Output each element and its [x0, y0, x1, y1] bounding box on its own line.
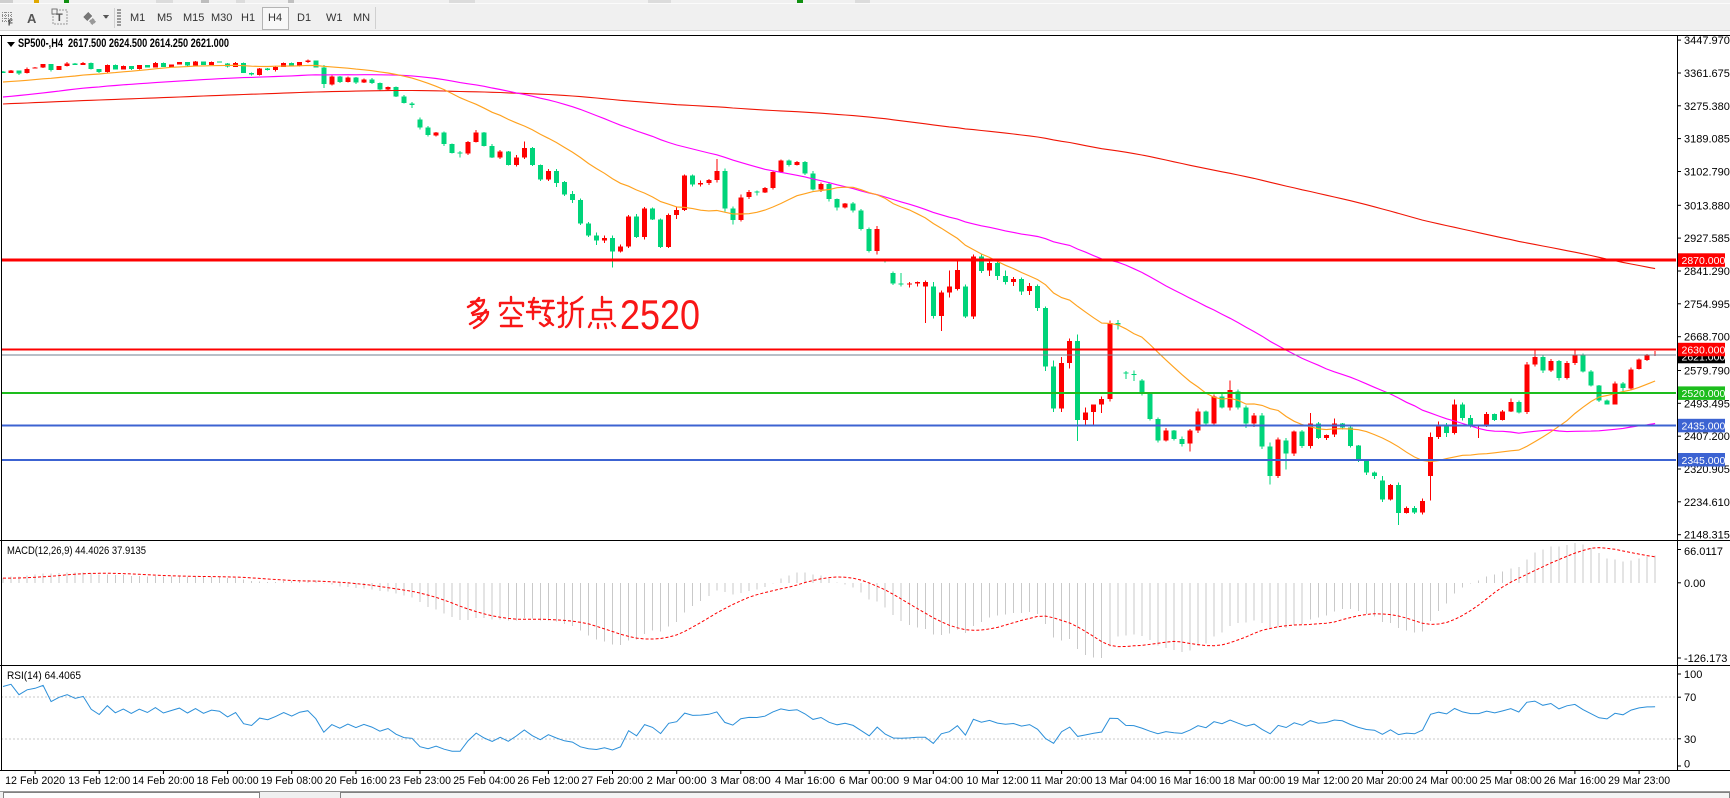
svg-text:0: 0: [1684, 759, 1690, 771]
svg-text:19 Feb 08:00: 19 Feb 08:00: [261, 775, 323, 787]
svg-text:29 Mar 23:00: 29 Mar 23:00: [1608, 775, 1670, 787]
svg-text:2234.610: 2234.610: [1684, 497, 1730, 509]
svg-text:13 Mar 04:00: 13 Mar 04:00: [1095, 775, 1157, 787]
svg-text:2579.790: 2579.790: [1684, 366, 1730, 378]
svg-text:2668.700: 2668.700: [1684, 332, 1730, 344]
svg-text:11 Mar 20:00: 11 Mar 20:00: [1031, 775, 1093, 787]
svg-text:T: T: [56, 12, 63, 24]
svg-text:24 Mar 00:00: 24 Mar 00:00: [1416, 775, 1478, 787]
svg-text:23 Feb 23:00: 23 Feb 23:00: [389, 775, 451, 787]
svg-text:10 Mar 12:00: 10 Mar 12:00: [967, 775, 1029, 787]
svg-text:66.0117: 66.0117: [1684, 546, 1723, 558]
svg-text:3102.790: 3102.790: [1684, 167, 1730, 179]
svg-text:2435.000: 2435.000: [1682, 421, 1726, 433]
svg-text:26 Feb 12:00: 26 Feb 12:00: [517, 775, 579, 787]
svg-text:70: 70: [1684, 692, 1696, 704]
svg-text:M5: M5: [157, 12, 172, 24]
svg-text:M30: M30: [211, 12, 232, 24]
svg-text:3013.880: 3013.880: [1684, 200, 1730, 212]
svg-text:4 Mar 16:00: 4 Mar 16:00: [775, 775, 835, 787]
svg-text:3447.970: 3447.970: [1684, 35, 1730, 47]
svg-text:W1: W1: [326, 12, 343, 24]
svg-text:9 Mar 04:00: 9 Mar 04:00: [903, 775, 963, 787]
svg-text:F: F: [8, 19, 13, 28]
svg-text:19 Mar 12:00: 19 Mar 12:00: [1287, 775, 1349, 787]
svg-text:26 Mar 16:00: 26 Mar 16:00: [1544, 775, 1606, 787]
svg-text:2870.000: 2870.000: [1682, 255, 1726, 267]
svg-text:SP500-,H4 2617.500 2624.500 2: SP500-,H4 2617.500 2624.500 2614.250 262…: [18, 36, 229, 50]
svg-text:12 Feb 2020: 12 Feb 2020: [5, 775, 65, 787]
svg-text:3189.085: 3189.085: [1684, 134, 1730, 146]
svg-text:2345.000: 2345.000: [1682, 455, 1726, 467]
svg-text:H4: H4: [268, 12, 282, 24]
svg-text:2520.000: 2520.000: [1682, 388, 1726, 400]
svg-text:2927.585: 2927.585: [1684, 233, 1730, 245]
svg-text:3361.675: 3361.675: [1684, 68, 1730, 80]
svg-text:2841.290: 2841.290: [1684, 266, 1730, 278]
svg-text:H1: H1: [241, 12, 255, 24]
svg-text:25 Feb 04:00: 25 Feb 04:00: [453, 775, 515, 787]
svg-text:16 Mar 16:00: 16 Mar 16:00: [1159, 775, 1221, 787]
svg-text:18 Mar 00:00: 18 Mar 00:00: [1223, 775, 1285, 787]
svg-text:18 Feb 00:00: 18 Feb 00:00: [197, 775, 259, 787]
svg-text:3275.380: 3275.380: [1684, 101, 1730, 113]
svg-text:A: A: [27, 11, 37, 26]
svg-text:27 Feb 20:00: 27 Feb 20:00: [582, 775, 644, 787]
svg-text:2407.200: 2407.200: [1684, 431, 1730, 443]
svg-text:RSI(14) 64.4065: RSI(14) 64.4065: [7, 670, 81, 682]
svg-text:30: 30: [1684, 734, 1696, 746]
svg-text:14 Feb 20:00: 14 Feb 20:00: [132, 775, 194, 787]
svg-text:3 Mar 08:00: 3 Mar 08:00: [711, 775, 771, 787]
svg-text:-126.173: -126.173: [1684, 653, 1727, 665]
svg-text:6 Mar 00:00: 6 Mar 00:00: [839, 775, 899, 787]
svg-text:2754.995: 2754.995: [1684, 299, 1730, 311]
svg-text:0.00: 0.00: [1684, 578, 1705, 590]
svg-text:20 Mar 20:00: 20 Mar 20:00: [1351, 775, 1413, 787]
svg-text:2630.000: 2630.000: [1682, 345, 1726, 357]
svg-text:2320.905: 2320.905: [1684, 464, 1730, 476]
svg-text:2148.315: 2148.315: [1684, 530, 1730, 542]
svg-text:13 Feb 12:00: 13 Feb 12:00: [68, 775, 130, 787]
svg-text:MACD(12,26,9) 44.4026 37.9135: MACD(12,26,9) 44.4026 37.9135: [7, 545, 146, 557]
svg-text:D1: D1: [297, 12, 311, 24]
svg-text:2520: 2520: [620, 291, 700, 338]
svg-text:M15: M15: [183, 12, 204, 24]
svg-text:25 Mar 08:00: 25 Mar 08:00: [1480, 775, 1542, 787]
svg-text:MN: MN: [353, 12, 370, 24]
svg-text:2 Mar 00:00: 2 Mar 00:00: [647, 775, 707, 787]
svg-text:100: 100: [1684, 669, 1702, 681]
svg-text:20 Feb 16:00: 20 Feb 16:00: [325, 775, 387, 787]
svg-text:M1: M1: [130, 12, 145, 24]
svg-text:2493.495: 2493.495: [1684, 398, 1730, 410]
